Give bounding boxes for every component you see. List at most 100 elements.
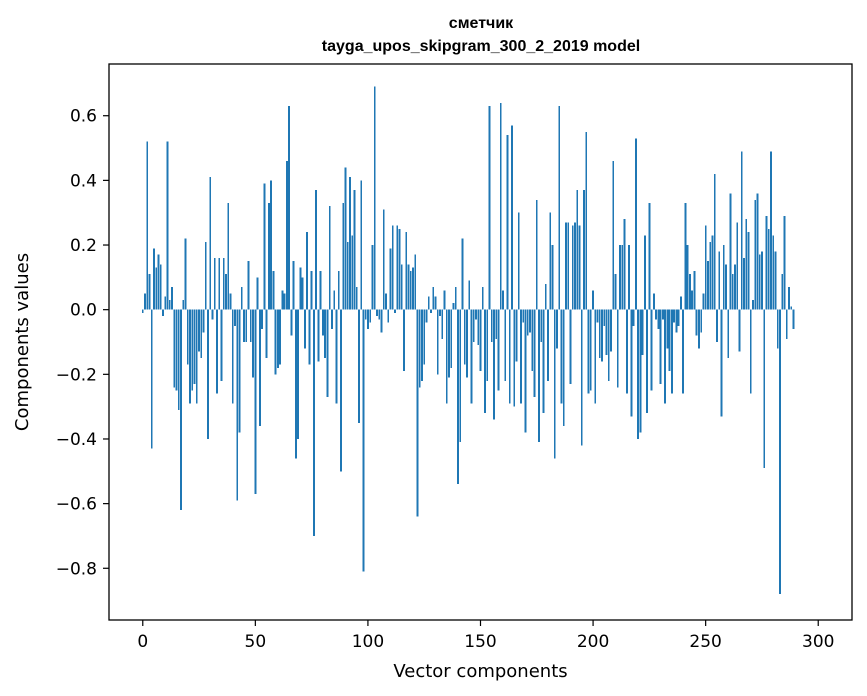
bar-212 bbox=[619, 245, 621, 310]
bar-251 bbox=[707, 261, 709, 310]
bar-97 bbox=[360, 180, 363, 310]
bar-239 bbox=[679, 296, 682, 310]
bar-230 bbox=[659, 309, 662, 385]
bar-21 bbox=[189, 309, 191, 404]
y-tick-label: 0.2 bbox=[70, 236, 97, 256]
y-tick-label: −0.2 bbox=[56, 365, 97, 385]
bar-274 bbox=[758, 254, 761, 310]
bar-238 bbox=[677, 309, 680, 326]
bar-56 bbox=[267, 203, 270, 310]
bar-193 bbox=[576, 190, 579, 310]
bar-110 bbox=[389, 248, 392, 310]
bar-217 bbox=[630, 309, 633, 417]
bar-206 bbox=[605, 309, 608, 355]
bar-123 bbox=[418, 309, 421, 388]
bar-228 bbox=[655, 309, 658, 320]
bar-82 bbox=[326, 309, 329, 397]
bar-180 bbox=[547, 309, 549, 381]
x-tick-label: 200 bbox=[577, 632, 609, 652]
bar-183 bbox=[553, 309, 556, 459]
bar-83 bbox=[328, 206, 331, 310]
bar-194 bbox=[578, 225, 581, 310]
bar-246 bbox=[695, 309, 698, 336]
bar-254 bbox=[713, 173, 716, 310]
bar-127 bbox=[427, 296, 430, 310]
bar-62 bbox=[281, 290, 284, 310]
bar-77 bbox=[315, 190, 318, 310]
bar-188 bbox=[565, 222, 567, 310]
bar-215 bbox=[625, 309, 628, 394]
bar-159 bbox=[499, 102, 502, 310]
bar-232 bbox=[664, 309, 667, 404]
bar-128 bbox=[430, 309, 432, 313]
bar-276 bbox=[763, 309, 766, 469]
bar-137 bbox=[450, 309, 453, 368]
bar-163 bbox=[508, 309, 511, 404]
x-axis-label: Vector components bbox=[393, 661, 567, 682]
bar-133 bbox=[441, 309, 444, 339]
bar-223 bbox=[643, 235, 646, 310]
bar-19 bbox=[184, 238, 187, 310]
bar-73 bbox=[306, 232, 309, 310]
bar-182 bbox=[551, 245, 554, 310]
bar-242 bbox=[686, 245, 689, 310]
bar-241 bbox=[684, 203, 687, 310]
y-tick-label: 0.6 bbox=[70, 107, 97, 127]
bar-60 bbox=[276, 309, 279, 368]
bar-75 bbox=[310, 270, 313, 310]
bar-204 bbox=[601, 309, 603, 362]
bar-33 bbox=[216, 309, 218, 394]
bar-224 bbox=[646, 309, 649, 414]
bar-174 bbox=[533, 309, 536, 397]
bar-235 bbox=[670, 309, 673, 394]
bar-229 bbox=[657, 309, 660, 330]
bar-129 bbox=[432, 287, 435, 310]
bar-49 bbox=[252, 309, 254, 378]
bar-111 bbox=[391, 225, 394, 310]
bar-39 bbox=[229, 293, 232, 310]
x-tick-label: 100 bbox=[352, 632, 384, 652]
bar-198 bbox=[587, 309, 590, 394]
bar-252 bbox=[709, 241, 712, 310]
bar-253 bbox=[711, 235, 714, 310]
bar-113 bbox=[396, 225, 399, 310]
bar-121 bbox=[414, 254, 417, 310]
bar-160 bbox=[502, 290, 504, 310]
bar-196 bbox=[583, 190, 585, 310]
bar-178 bbox=[542, 309, 545, 414]
bar-266 bbox=[740, 151, 743, 310]
bar-122 bbox=[416, 309, 419, 517]
bars-layer bbox=[141, 86, 795, 595]
bar-9 bbox=[162, 309, 164, 317]
bar-157 bbox=[495, 309, 498, 339]
bar-142 bbox=[461, 238, 464, 310]
bar-148 bbox=[475, 309, 477, 320]
bar-86 bbox=[335, 309, 338, 404]
bar-161 bbox=[504, 309, 507, 381]
bar-234 bbox=[668, 309, 671, 372]
bar-281 bbox=[774, 251, 777, 310]
bar-176 bbox=[538, 309, 540, 443]
bar-141 bbox=[459, 309, 462, 443]
bar-171 bbox=[526, 309, 529, 336]
bar-46 bbox=[245, 309, 248, 342]
bar-58 bbox=[272, 270, 275, 310]
bar-43 bbox=[238, 309, 241, 433]
bar-48 bbox=[249, 309, 252, 342]
bar-2 bbox=[146, 141, 149, 310]
bar-107 bbox=[382, 209, 385, 310]
bar-285 bbox=[783, 215, 786, 310]
bar-175 bbox=[535, 199, 538, 310]
bar-211 bbox=[616, 309, 619, 388]
bar-158 bbox=[497, 309, 500, 391]
bar-209 bbox=[612, 160, 615, 310]
bar-249 bbox=[702, 293, 705, 310]
bar-116 bbox=[403, 309, 405, 372]
bar-40 bbox=[231, 309, 234, 404]
bar-255 bbox=[716, 309, 718, 342]
bar-80 bbox=[321, 309, 324, 336]
bar-225 bbox=[648, 203, 651, 310]
bar-146 bbox=[470, 309, 473, 404]
